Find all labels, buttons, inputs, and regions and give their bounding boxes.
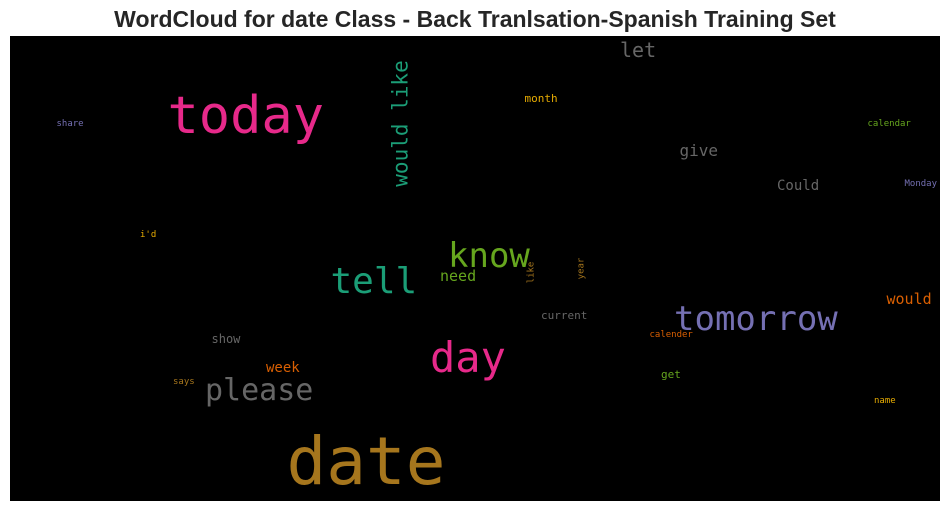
word-would-like: would like <box>388 59 413 187</box>
word-tomorrow: tomorrow <box>674 299 838 339</box>
word-tell: tell <box>330 261 418 302</box>
chart-title: WordCloud for date Class - Back Tranlsat… <box>114 6 836 32</box>
word-today: today <box>167 86 325 146</box>
word-says: says <box>173 376 195 387</box>
word-please: please <box>205 373 314 408</box>
word-know: know <box>448 236 530 276</box>
word-show: show <box>211 332 241 346</box>
word-share: share <box>56 118 84 129</box>
word-date: date <box>286 423 446 500</box>
word-get: get <box>661 367 681 381</box>
word-give: give <box>679 141 719 160</box>
word-let: let <box>620 38 657 62</box>
word-like: like <box>526 261 537 283</box>
word-name: name <box>874 395 896 406</box>
word-current: current <box>541 308 588 322</box>
word-month: month <box>524 91 558 105</box>
word-calendar: calendar <box>867 118 911 129</box>
word-week: week <box>266 360 300 376</box>
word-calender: calender <box>649 329 693 340</box>
word-day: day <box>430 333 506 382</box>
word-monday: Monday <box>904 178 938 189</box>
word-year: year <box>576 257 587 279</box>
word-could: Could <box>777 178 820 194</box>
word-would: would <box>886 289 932 308</box>
word-i-d: i'd <box>140 229 157 240</box>
word-need: need <box>440 266 477 285</box>
wordcloud-canvas: date today day tomorrow tell know please would … <box>10 36 940 501</box>
